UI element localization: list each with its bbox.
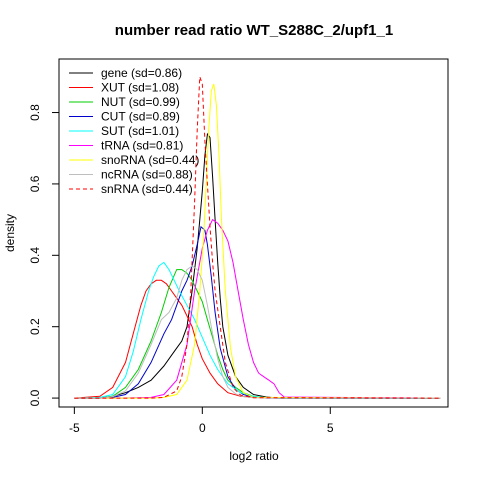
series-line-6 bbox=[74, 83, 441, 399]
legend-label: tRNA (sd=0.81) bbox=[101, 139, 183, 153]
legend-label: SUT (sd=1.01) bbox=[101, 124, 179, 138]
legend-label: snoRNA (sd=0.44) bbox=[101, 153, 199, 167]
y-tick-label: 0.6 bbox=[28, 175, 42, 192]
legend-item-5: tRNA (sd=0.81) bbox=[69, 139, 183, 153]
legend-label: ncRNA (sd=0.88) bbox=[101, 168, 193, 182]
legend-item-7: ncRNA (sd=0.88) bbox=[69, 168, 193, 182]
series-curves bbox=[74, 76, 441, 399]
x-axis-label: log2 ratio bbox=[229, 449, 279, 463]
x-axis: -5 0 5 bbox=[69, 406, 334, 435]
series-line-7 bbox=[74, 265, 441, 399]
legend: gene (sd=0.86)XUT (sd=1.08)NUT (sd=0.99)… bbox=[69, 66, 199, 196]
x-tick-label: 0 bbox=[199, 421, 206, 435]
series-line-5 bbox=[74, 218, 441, 399]
x-tick-label: -5 bbox=[69, 421, 80, 435]
legend-label: CUT (sd=0.89) bbox=[101, 110, 180, 124]
series-line-2 bbox=[74, 269, 441, 399]
series-line-4 bbox=[74, 261, 441, 399]
y-tick-label: 0.4 bbox=[28, 247, 42, 264]
legend-item-4: SUT (sd=1.01) bbox=[69, 124, 179, 138]
series-line-8 bbox=[74, 76, 441, 399]
legend-item-3: CUT (sd=0.89) bbox=[69, 110, 180, 124]
legend-item-0: gene (sd=0.86) bbox=[69, 66, 182, 80]
x-tick-label: 5 bbox=[327, 421, 334, 435]
y-axis: 0.0 0.2 0.4 0.6 0.8 bbox=[28, 104, 60, 406]
series-line-0 bbox=[74, 132, 441, 399]
legend-label: snRNA (sd=0.44) bbox=[101, 182, 193, 196]
legend-label: gene (sd=0.86) bbox=[101, 66, 182, 80]
legend-item-6: snoRNA (sd=0.44) bbox=[69, 153, 199, 167]
chart-title: number read ratio WT_S288C_2/upf1_1 bbox=[115, 22, 393, 39]
legend-label: NUT (sd=0.99) bbox=[101, 95, 180, 109]
legend-label: XUT (sd=1.08) bbox=[101, 81, 179, 95]
y-axis-label: density bbox=[3, 214, 17, 252]
legend-item-8: snRNA (sd=0.44) bbox=[69, 182, 193, 196]
legend-item-1: XUT (sd=1.08) bbox=[69, 81, 179, 95]
series-line-3 bbox=[74, 225, 441, 399]
series-line-1 bbox=[74, 279, 441, 399]
legend-item-2: NUT (sd=0.99) bbox=[69, 95, 180, 109]
y-tick-label: 0.8 bbox=[28, 104, 42, 121]
y-tick-label: 0.2 bbox=[28, 318, 42, 335]
y-tick-label: 0.0 bbox=[28, 389, 42, 406]
